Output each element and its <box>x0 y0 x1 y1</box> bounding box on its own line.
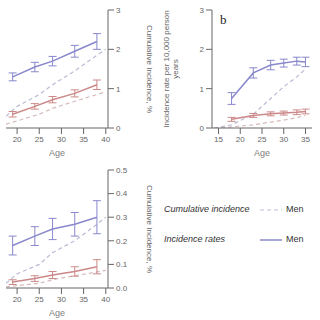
svg-text:Age: Age <box>49 308 65 318</box>
svg-text:1: 1 <box>116 85 121 94</box>
svg-text:3: 3 <box>116 6 121 15</box>
svg-text:Cumulative incidence: Cumulative incidence <box>164 204 250 214</box>
svg-text:40: 40 <box>101 295 110 304</box>
svg-text:2: 2 <box>116 45 121 54</box>
svg-text:40: 40 <box>101 135 110 144</box>
svg-text:0.2: 0.2 <box>116 237 128 246</box>
svg-text:0.1: 0.1 <box>116 260 128 269</box>
html-text:Cumulative Incidence, %: Cumulative Incidence, % <box>144 25 154 113</box>
svg-text:30: 30 <box>279 135 288 144</box>
svg-text:20: 20 <box>13 135 22 144</box>
svg-text:Incidence rates: Incidence rates <box>164 234 226 244</box>
svg-text:0.5: 0.5 <box>116 166 128 175</box>
svg-text:20: 20 <box>13 295 22 304</box>
html-text:b: b <box>220 12 227 27</box>
svg-text:1: 1 <box>200 85 205 94</box>
svg-text:35: 35 <box>301 135 310 144</box>
svg-text:0: 0 <box>200 124 205 133</box>
svg-text:35: 35 <box>79 295 88 304</box>
svg-text:25: 25 <box>35 295 44 304</box>
svg-text:Age: Age <box>254 148 270 158</box>
html-text:Cumulative Incidence, %: Cumulative Incidence, % <box>144 185 154 273</box>
svg-text:0.3: 0.3 <box>116 213 128 222</box>
svg-text:30: 30 <box>57 135 66 144</box>
svg-text:25: 25 <box>35 135 44 144</box>
svg-text:0.0: 0.0 <box>116 284 128 293</box>
svg-text:Men: Men <box>286 204 304 214</box>
svg-text:2: 2 <box>200 45 205 54</box>
svg-text:Men: Men <box>286 234 304 244</box>
svg-text:15: 15 <box>214 135 223 144</box>
svg-text:35: 35 <box>79 135 88 144</box>
svg-text:3: 3 <box>200 6 205 15</box>
svg-text:20: 20 <box>236 135 245 144</box>
svg-text:0.4: 0.4 <box>116 189 128 198</box>
svg-text:30: 30 <box>57 295 66 304</box>
svg-text:25: 25 <box>258 135 267 144</box>
html-text:Incidence rate per 10,000 pers: Incidence rate per 10,000 person years <box>162 10 180 128</box>
svg-text:Age: Age <box>49 148 65 158</box>
svg-text:0: 0 <box>116 124 121 133</box>
